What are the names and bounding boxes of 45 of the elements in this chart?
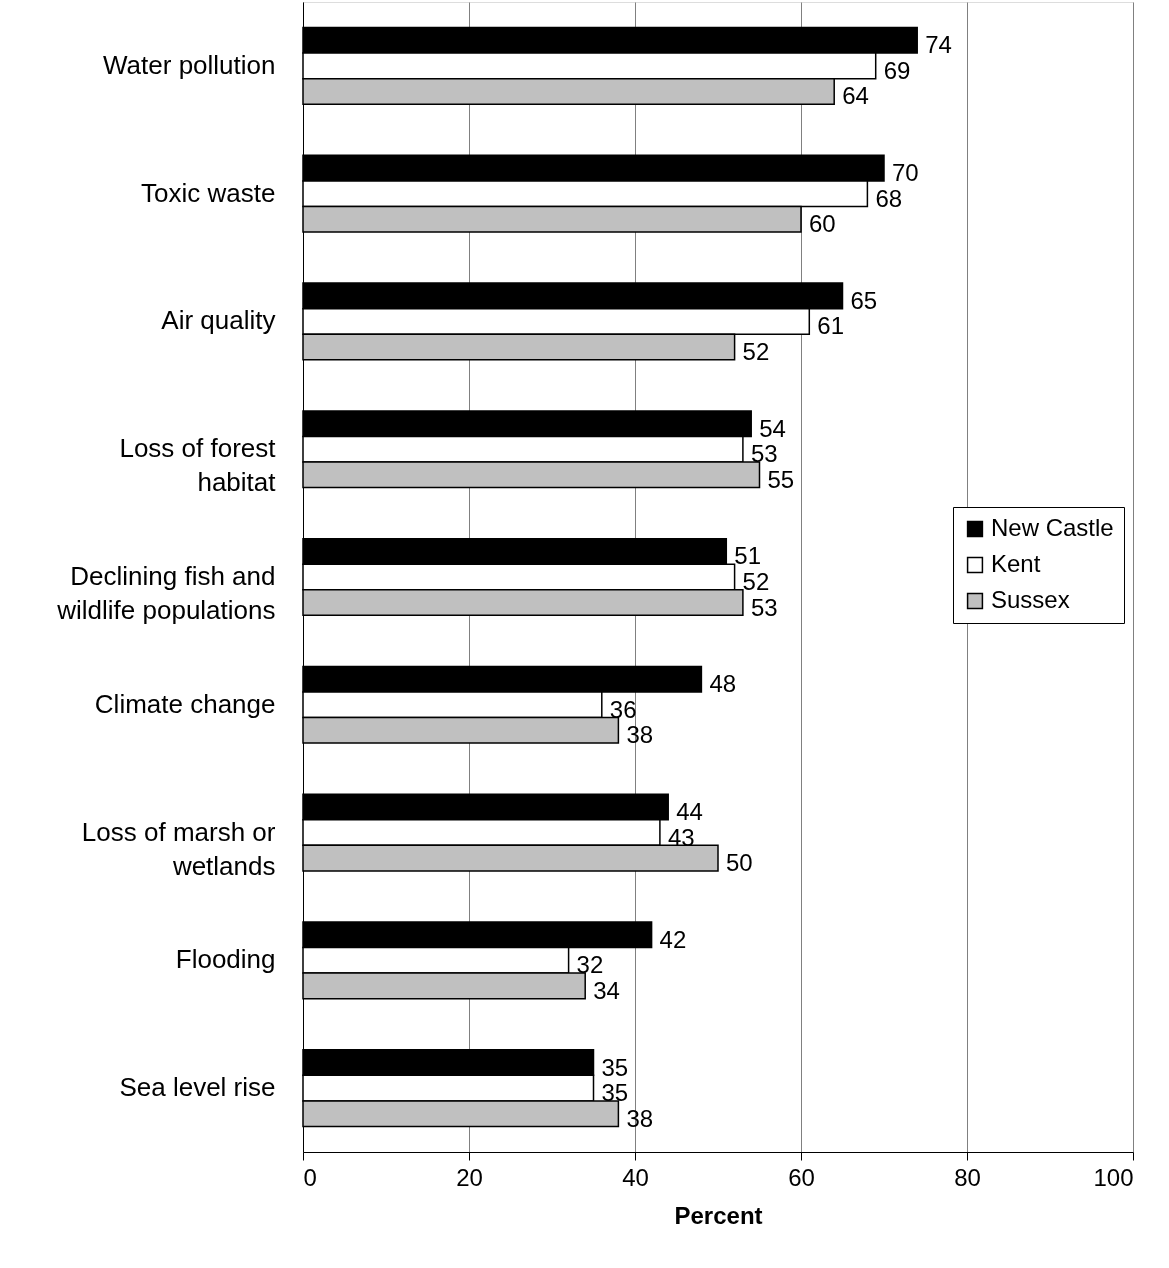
data-label: 35: [601, 1079, 629, 1107]
legend-label: New Castle: [991, 514, 1114, 541]
y-tick-label: Air quality: [161, 305, 276, 336]
data-label: 34: [593, 976, 620, 1004]
data-label: 70: [892, 159, 919, 187]
data-label: 32: [576, 951, 604, 979]
data-label: 60: [809, 210, 836, 238]
y-tick-label: Climate change: [94, 688, 276, 719]
data-label: 52: [742, 568, 770, 595]
y-tick-label: Loss of forest habitat: [119, 433, 277, 498]
x-tick-label: 0: [303, 1163, 317, 1191]
data-label: 65: [850, 286, 878, 314]
data-label: 36: [609, 695, 637, 723]
data-label: 53: [750, 593, 778, 621]
data-label: 44: [676, 798, 703, 825]
x-axis-title: Percent: [674, 1201, 763, 1229]
data-label: 48: [709, 670, 737, 698]
y-tick-label: Water pollution: [103, 49, 276, 80]
data-label: 35: [601, 1053, 629, 1081]
data-label: 52: [742, 338, 770, 365]
x-tick-label: 60: [788, 1163, 815, 1191]
data-label: 64: [842, 82, 869, 110]
x-tick-label: 100: [1093, 1163, 1134, 1191]
y-tick-label: Sea level rise: [119, 1072, 276, 1103]
data-label: 68: [875, 184, 903, 212]
legend-label: Kent: [991, 550, 1041, 577]
x-tick-label: 40: [622, 1163, 649, 1191]
data-label: 42: [659, 925, 687, 953]
x-tick-label: 80: [954, 1163, 981, 1191]
data-label: 50: [726, 849, 753, 877]
data-label: 38: [626, 721, 654, 749]
data-label: 69: [883, 56, 911, 84]
y-tick-label: Toxic waste: [141, 177, 276, 208]
data-label: 74: [925, 31, 952, 59]
data-label: 53: [750, 440, 778, 468]
data-label: 54: [759, 414, 786, 442]
y-tick-label: Declining fish and wildlife populations: [56, 561, 276, 625]
x-tick-label: 20: [456, 1163, 483, 1191]
data-label: 61: [817, 312, 844, 340]
data-label: 38: [626, 1104, 654, 1132]
legend-label: Sussex: [991, 586, 1070, 613]
y-tick-label: Flooding: [175, 944, 276, 975]
y-tick-label: Loss of marsh or wetlands: [81, 816, 276, 881]
data-label: 51: [734, 542, 761, 570]
data-label: 55: [767, 465, 795, 493]
